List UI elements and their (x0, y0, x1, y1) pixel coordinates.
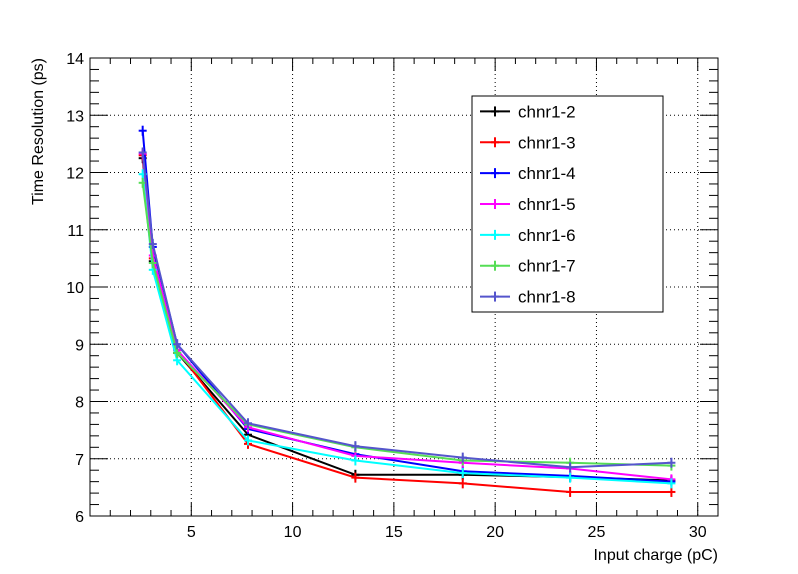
data-point (148, 257, 157, 268)
legend-entry: chnr1-5 (480, 195, 576, 214)
y-tick-label: 13 (66, 108, 84, 125)
legend-label: chnr1-2 (518, 102, 576, 121)
axis-ticks (90, 57, 719, 517)
data-point (667, 478, 676, 489)
y-tick-label: 12 (66, 166, 84, 183)
data-point (173, 339, 182, 350)
data-point (458, 478, 467, 489)
legend-label: chnr1-7 (518, 257, 576, 276)
data-point (173, 347, 182, 358)
y-tick-label: 6 (75, 509, 84, 526)
data-point (244, 418, 253, 429)
legend-entry: chnr1-8 (480, 288, 576, 307)
legend-label: chnr1-8 (518, 288, 576, 307)
data-point (566, 462, 575, 473)
data-point (667, 486, 676, 497)
x-axis-label: Input charge (pC) (593, 547, 718, 564)
legend-entry: chnr1-2 (480, 102, 576, 121)
legend-label: chnr1-3 (518, 133, 576, 152)
data-point (566, 486, 575, 497)
legend-entry: chnr1-7 (480, 257, 576, 276)
legend-entry: chnr1-3 (480, 133, 576, 152)
legend-label: chnr1-4 (518, 164, 576, 183)
x-tick-label: 10 (284, 524, 302, 541)
y-tick-label: 14 (66, 51, 84, 68)
series-line (141, 152, 672, 469)
data-point (566, 472, 575, 483)
legend-label: chnr1-6 (518, 226, 576, 245)
tick-labels: 5 10 15 20 25 30 6 7 8 9 10 11 12 13 14 (66, 51, 707, 541)
x-tick-label: 25 (588, 524, 606, 541)
legend-entry: chnr1-6 (480, 226, 576, 245)
x-tick-label: 5 (187, 524, 196, 541)
legend-entry: chnr1-4 (480, 164, 576, 183)
series-line (141, 174, 672, 485)
data-point (138, 125, 147, 136)
data-point (351, 441, 360, 452)
y-tick-label: 10 (66, 280, 84, 297)
data-point (138, 147, 147, 158)
y-tick-label: 11 (67, 223, 84, 240)
data-point (148, 239, 157, 250)
data-point (351, 455, 360, 466)
y-axis-label: Time Resolution (ps) (30, 58, 47, 205)
data-point (667, 457, 676, 468)
data-point (458, 452, 467, 463)
y-tick-label: 9 (75, 337, 84, 354)
series-line (141, 153, 672, 481)
series-line (141, 182, 672, 467)
series-group (138, 125, 676, 497)
data-point (244, 435, 253, 446)
x-tick-label: 30 (689, 524, 707, 541)
legend-label: chnr1-5 (518, 195, 576, 214)
data-point (458, 468, 467, 479)
data-point (351, 472, 360, 483)
y-tick-label: 7 (75, 452, 84, 469)
series-chnr1-8 (138, 147, 676, 473)
legend: chnr1-2 chnr1-3 chnr1-4 chnr1-5 chnr1-6 chnr1… (471, 95, 664, 313)
x-tick-label: 15 (385, 524, 403, 541)
plot-frame (89, 57, 719, 517)
y-tick-label: 8 (75, 395, 84, 412)
x-tick-label: 20 (486, 524, 504, 541)
